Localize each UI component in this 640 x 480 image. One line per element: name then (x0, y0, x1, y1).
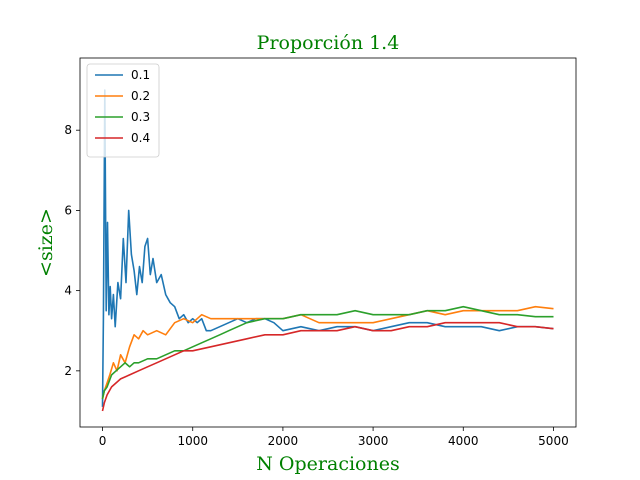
x-tick-label: 3000 (358, 434, 389, 448)
chart-title: Proporción 1.4 (257, 32, 400, 54)
plot-area-frame (79, 57, 577, 428)
y-tick-label: 6 (64, 203, 72, 217)
legend-label-2: 0.2 (131, 89, 150, 103)
y-axis-label: <size> (35, 208, 57, 277)
series-line-2 (101, 305, 554, 400)
y-axis-ticks: 2 4 6 8 (64, 123, 80, 378)
legend: 0.1 0.2 0.3 0.4 (86, 63, 160, 158)
legend-label-4: 0.4 (131, 131, 150, 145)
y-tick-label: 2 (64, 364, 72, 378)
series-line-4 (101, 321, 554, 412)
legend-label-3: 0.3 (131, 110, 150, 124)
y-tick-label: 4 (64, 284, 72, 298)
series-line-1 (101, 89, 554, 407)
legend-box (86, 63, 160, 158)
x-axis-ticks: 0 1000 2000 3000 4000 5000 (99, 427, 569, 448)
x-tick-label: 0 (99, 434, 107, 448)
x-tick-label: 1000 (177, 434, 208, 448)
x-tick-label: 5000 (538, 434, 569, 448)
legend-label-1: 0.1 (131, 68, 150, 82)
x-axis-label: N Operaciones (256, 453, 399, 475)
y-tick-label: 8 (64, 123, 72, 137)
x-tick-label: 4000 (448, 434, 479, 448)
series-layer (101, 89, 554, 412)
x-tick-label: 2000 (268, 434, 299, 448)
series-line-3 (101, 305, 554, 400)
